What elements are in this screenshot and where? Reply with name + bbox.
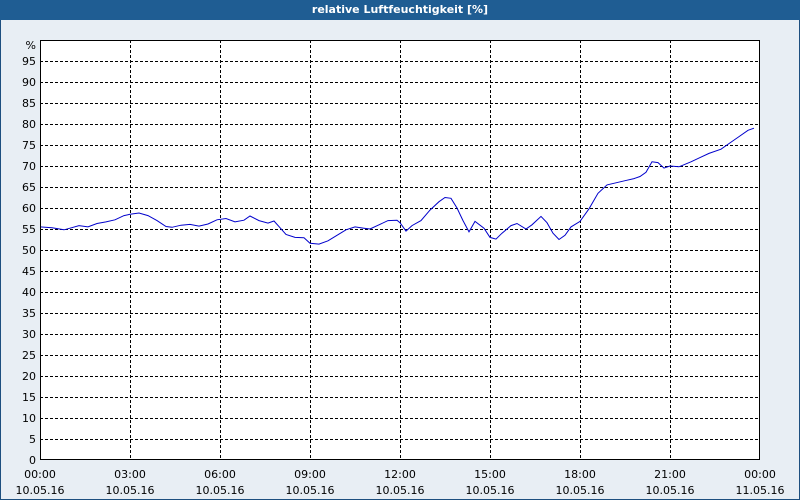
y-tick-label: 35 <box>22 307 36 320</box>
y-tick-label: 65 <box>22 181 36 194</box>
y-tick-label: 80 <box>22 118 36 131</box>
y-tick-label: 25 <box>22 349 36 362</box>
x-tick-time-label: 09:00 <box>294 468 326 481</box>
chart-title: relative Luftfeuchtigkeit [%] <box>0 0 800 20</box>
y-tick-label: 55 <box>22 223 36 236</box>
x-tick-date-label: 10.05.16 <box>376 484 425 497</box>
y-axis-label: % <box>26 39 36 52</box>
x-tick-time-label: 00:00 <box>744 468 776 481</box>
y-tick-label: 20 <box>22 370 36 383</box>
y-tick-label: 70 <box>22 160 36 173</box>
x-tick-date-label: 10.05.16 <box>646 484 695 497</box>
y-tick-label: 85 <box>22 97 36 110</box>
y-tick-label: 90 <box>22 76 36 89</box>
grid-lines <box>40 40 760 460</box>
x-tick-time-label: 21:00 <box>654 468 686 481</box>
x-tick-date-label: 11.05.16 <box>736 484 785 497</box>
x-tick-time-label: 12:00 <box>384 468 416 481</box>
x-tick-time-label: 00:00 <box>24 468 56 481</box>
y-axis-ticks: 0 5 10 15 20 25 30 35 40 45 50 55 60 65 70 75 80 85 90 95 <box>22 55 36 467</box>
x-tick-date-label: 10.05.16 <box>466 484 515 497</box>
y-tick-label: 60 <box>22 202 36 215</box>
x-tick-date-label: 10.05.16 <box>286 484 335 497</box>
x-axis-ticks: 00:00 10.05.16 03:00 10.05.16 06:00 10.05.16 0… <box>16 468 785 497</box>
x-tick-time-label: 03:00 <box>114 468 146 481</box>
x-tick-date-label: 10.05.16 <box>106 484 155 497</box>
y-tick-label: 15 <box>22 391 36 404</box>
y-tick-label: 95 <box>22 55 36 68</box>
x-tick-date-label: 10.05.16 <box>556 484 605 497</box>
y-tick-label: 50 <box>22 244 36 257</box>
plot-border <box>40 40 760 460</box>
x-tick-date-label: 10.05.16 <box>196 484 245 497</box>
x-tick-date-label: 10.05.16 <box>16 484 65 497</box>
y-tick-label: 30 <box>22 328 36 341</box>
y-tick-label: 10 <box>22 412 36 425</box>
y-tick-label: 45 <box>22 265 36 278</box>
y-tick-label: 40 <box>22 286 36 299</box>
y-tick-label: 75 <box>22 139 36 152</box>
series-line <box>39 127 755 245</box>
y-tick-label: 5 <box>29 433 36 446</box>
y-tick-label: 0 <box>29 454 36 467</box>
x-tick-time-label: 18:00 <box>564 468 596 481</box>
x-tick-time-label: 06:00 <box>204 468 236 481</box>
x-tick-time-label: 15:00 <box>474 468 506 481</box>
